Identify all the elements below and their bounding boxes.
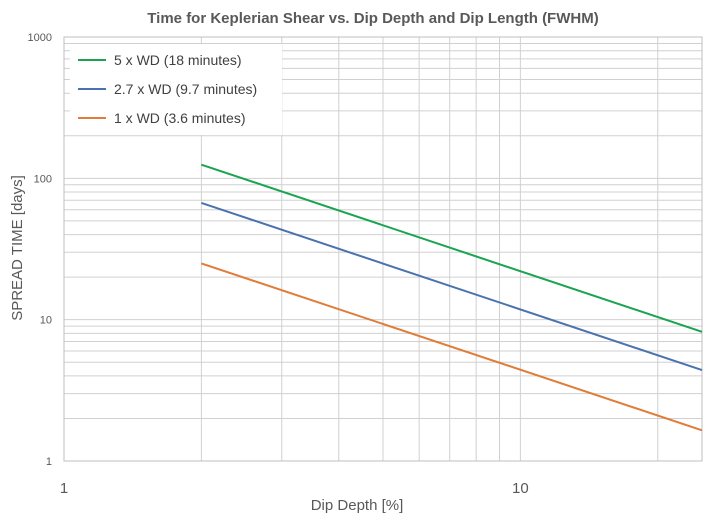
x-tick-label: 10 bbox=[512, 480, 529, 497]
y-tick-label: 1000 bbox=[28, 32, 52, 44]
y-tick-label: 100 bbox=[34, 173, 52, 185]
y-tick-label: 1 bbox=[46, 456, 52, 468]
tick-labels: 1 10 100 1000 1 10 bbox=[28, 32, 529, 497]
legend: 5 x WD (18 minutes) 2.7 x WD (9.7 minutes… bbox=[70, 44, 282, 135]
plot-area bbox=[63, 36, 703, 462]
series-line bbox=[201, 201, 703, 372]
legend-label: 1 x WD (3.6 minutes) bbox=[114, 110, 245, 126]
legend-label: 2.7 x WD (9.7 minutes) bbox=[114, 81, 257, 97]
x-tick-label: 1 bbox=[60, 480, 68, 497]
series-line bbox=[201, 262, 703, 432]
series-line bbox=[201, 163, 703, 333]
legend-label: 5 x WD (18 minutes) bbox=[114, 52, 242, 68]
y-tick-label: 10 bbox=[40, 315, 52, 327]
x-axis-title: Dip Depth [%] bbox=[311, 497, 404, 514]
series-lines bbox=[201, 163, 703, 432]
y-axis-title: SPREAD TIME [days] bbox=[9, 175, 26, 321]
grid bbox=[64, 37, 702, 461]
chart-title: Time for Keplerian Shear vs. Dip Depth a… bbox=[147, 10, 598, 27]
